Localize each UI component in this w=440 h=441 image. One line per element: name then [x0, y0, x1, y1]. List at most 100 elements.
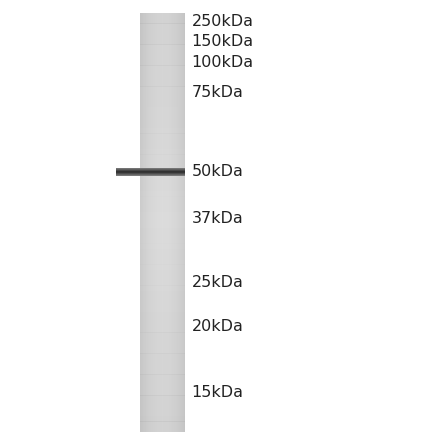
Bar	[140, 50, 185, 55]
Bar	[144, 13, 145, 432]
Bar	[140, 374, 185, 380]
Bar	[169, 13, 170, 432]
Bar	[166, 13, 167, 432]
Bar	[140, 97, 185, 102]
Bar	[156, 13, 157, 432]
Bar	[140, 369, 185, 374]
Bar	[140, 222, 185, 228]
Bar	[140, 380, 185, 385]
Bar	[180, 13, 181, 432]
Bar	[140, 154, 185, 160]
Bar	[140, 400, 185, 406]
Bar	[140, 60, 185, 66]
Bar	[184, 13, 185, 432]
Bar	[150, 13, 151, 432]
Bar	[140, 29, 185, 34]
Bar	[140, 212, 185, 217]
Bar	[146, 13, 147, 432]
Bar	[140, 196, 185, 202]
Bar	[140, 217, 185, 223]
Bar	[162, 13, 163, 432]
Bar	[142, 13, 143, 432]
Text: 100kDa: 100kDa	[191, 55, 253, 70]
Bar	[158, 13, 159, 432]
Bar	[140, 427, 185, 432]
Bar	[175, 13, 176, 432]
Bar	[173, 13, 174, 432]
Bar	[140, 311, 185, 317]
Bar	[140, 107, 185, 113]
Bar	[149, 13, 150, 432]
Bar	[140, 176, 185, 181]
Bar	[140, 18, 185, 24]
Bar	[140, 317, 185, 322]
Bar	[164, 13, 165, 432]
Text: 75kDa: 75kDa	[191, 85, 243, 100]
Bar	[140, 202, 185, 207]
Bar	[168, 13, 169, 432]
Bar	[183, 13, 184, 432]
Bar	[181, 13, 182, 432]
Bar	[140, 13, 141, 432]
Bar	[140, 181, 185, 186]
Bar	[140, 327, 185, 333]
Bar	[140, 390, 185, 396]
Bar	[140, 45, 185, 50]
Bar	[140, 285, 185, 291]
Bar	[167, 13, 168, 432]
Bar	[171, 13, 172, 432]
Bar	[140, 55, 185, 60]
Bar	[140, 411, 185, 416]
Bar	[140, 280, 185, 286]
Bar	[182, 13, 183, 432]
Bar	[140, 385, 185, 390]
Bar	[154, 13, 155, 432]
Bar	[140, 395, 185, 401]
Bar	[165, 13, 166, 432]
Bar	[140, 291, 185, 296]
Bar	[183, 13, 184, 432]
Bar	[140, 364, 185, 369]
Bar	[140, 343, 185, 348]
Bar	[140, 296, 185, 301]
Bar	[140, 170, 185, 176]
Bar	[171, 13, 172, 432]
Bar	[140, 76, 185, 81]
Bar	[140, 249, 185, 254]
Bar	[140, 306, 185, 312]
Bar	[140, 353, 185, 359]
Bar	[140, 333, 185, 338]
Bar	[140, 422, 185, 427]
Text: 150kDa: 150kDa	[191, 34, 253, 49]
Bar	[170, 13, 171, 432]
Bar	[140, 416, 185, 422]
Bar	[140, 259, 185, 265]
Bar	[146, 13, 147, 432]
Bar	[140, 65, 185, 71]
Bar	[179, 13, 180, 432]
Bar	[141, 13, 142, 432]
Bar	[145, 13, 146, 432]
Text: 15kDa: 15kDa	[191, 385, 243, 400]
Bar	[140, 228, 185, 233]
Bar	[181, 13, 182, 432]
Bar	[140, 322, 185, 327]
Bar	[140, 275, 185, 280]
Bar	[178, 13, 179, 432]
Text: 250kDa: 250kDa	[191, 14, 253, 29]
Bar	[154, 13, 155, 432]
Bar	[143, 13, 144, 432]
Bar	[177, 13, 178, 432]
Bar	[140, 13, 141, 432]
Bar	[140, 134, 185, 139]
Bar	[140, 112, 185, 118]
Text: 37kDa: 37kDa	[191, 211, 243, 226]
Bar	[140, 138, 185, 144]
Bar	[140, 160, 185, 165]
Bar	[140, 81, 185, 86]
Bar	[177, 13, 178, 432]
Bar	[161, 13, 162, 432]
Bar	[144, 13, 145, 432]
Bar	[173, 13, 174, 432]
Bar	[140, 238, 185, 243]
